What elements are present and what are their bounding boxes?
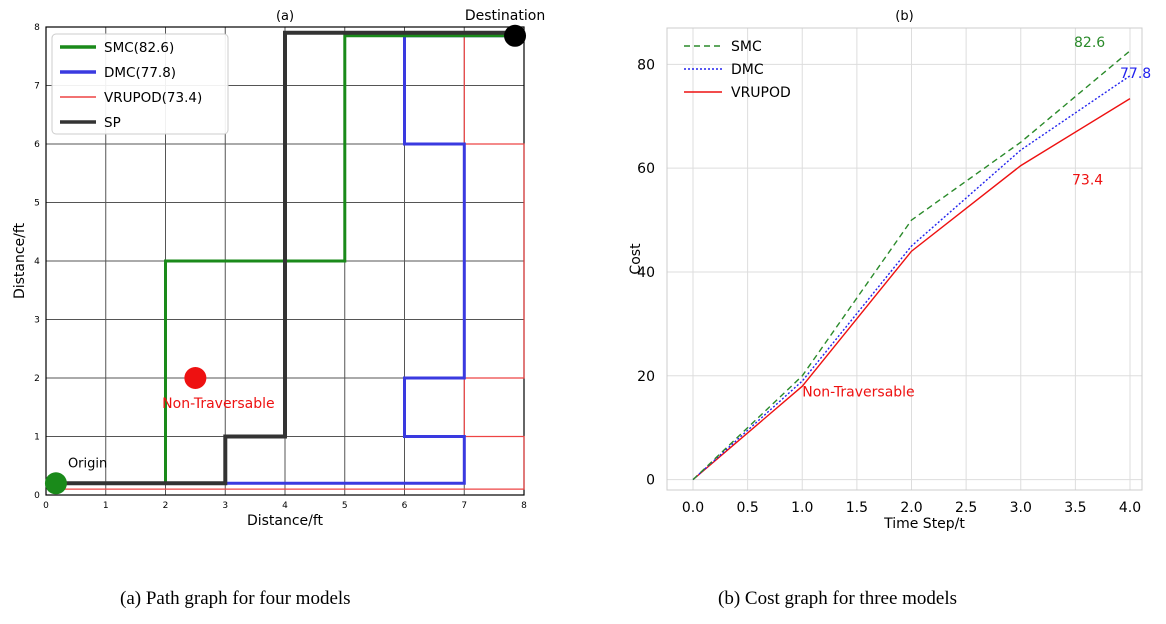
series-line-b-dmc: [692, 75, 1131, 481]
marker-non-traversable: [184, 367, 207, 389]
y-axis-label-a: Distance/ft: [12, 222, 28, 299]
chart-title-b: (b): [895, 9, 913, 24]
x-tick-label-a-8: 8: [521, 501, 527, 511]
y-tick-label-a-3: 3: [34, 316, 40, 326]
marker-label-destination: Destination: [465, 8, 545, 24]
legend-label-a-smc-82-6: SMC(82.6): [104, 40, 174, 56]
x-tick-label-a-5: 5: [342, 501, 348, 511]
marker-label-origin: Origin: [68, 456, 107, 471]
legend-label-b-dmc: DMC: [731, 62, 764, 78]
legend-label-a-vrupod-73-4: VRUPOD(73.4): [104, 90, 202, 106]
y-tick-label-a-1: 1: [34, 433, 40, 443]
end-label-b-dmc: 77.8: [1120, 66, 1151, 82]
x-tick-label-b-5: 2.5: [955, 500, 977, 516]
marker-origin: [44, 472, 67, 495]
x-tick-label-a-3: 3: [222, 501, 228, 511]
x-tick-label-b-6: 3.0: [1010, 500, 1032, 516]
legend-label-a-dmc-77-8: DMC(77.8): [104, 65, 176, 81]
x-tick-label-a-2: 2: [163, 501, 169, 511]
legend-label-b-smc: SMC: [731, 39, 762, 55]
y-tick-label-a-7: 7: [34, 82, 40, 92]
x-tick-label-a-4: 4: [282, 501, 288, 511]
y-tick-label-b-2: 40: [637, 265, 655, 281]
x-tick-label-b-0: 0.0: [682, 500, 704, 516]
y-tick-label-b-3: 60: [637, 161, 655, 177]
x-tick-label-b-2: 1.0: [791, 500, 813, 516]
x-tick-label-a-1: 1: [103, 501, 109, 511]
y-axis-label-b: Cost: [628, 243, 644, 275]
x-tick-label-b-3: 1.5: [846, 500, 868, 516]
x-tick-label-b-8: 4.0: [1119, 500, 1141, 516]
legend-label-b-vrupod: VRUPOD: [731, 85, 791, 101]
legend-box-a: [51, 33, 229, 135]
x-tick-label-a-0: 0: [43, 501, 49, 511]
series-line-b-smc: [692, 50, 1131, 481]
x-tick-label-b-7: 3.5: [1064, 500, 1086, 516]
x-tick-label-b-4: 2.0: [900, 500, 922, 516]
y-tick-label-b-4: 80: [637, 57, 655, 73]
series-line-a-dmc-77-8: [58, 34, 515, 485]
y-tick-label-b-0: 0: [646, 473, 655, 489]
y-tick-label-a-4: 4: [34, 257, 40, 267]
y-tick-label-a-0: 0: [34, 491, 40, 501]
end-label-b-vrupod: 73.4: [1072, 173, 1103, 189]
x-tick-label-a-7: 7: [461, 501, 467, 511]
y-tick-label-b-1: 20: [637, 369, 655, 385]
y-tick-label-a-8: 8: [34, 23, 40, 33]
x-axis-label-a: Distance/ft: [247, 513, 324, 529]
marker-destination: [504, 24, 527, 47]
x-tick-label-b-1: 0.5: [736, 500, 758, 516]
annotation-non-traversable: Non-Traversable: [802, 385, 914, 401]
x-tick-label-a-6: 6: [402, 501, 408, 511]
chart-title-a: (a): [276, 9, 294, 24]
series-line-a-sp: [58, 30, 515, 486]
y-tick-label-a-5: 5: [34, 199, 40, 209]
end-label-b-smc: 82.6: [1074, 35, 1105, 51]
series-line-a-vrupod-73-4: [58, 35, 525, 490]
marker-label-non-traversable: Non-Traversable: [162, 396, 274, 412]
legend-label-a-sp: SP: [104, 115, 121, 131]
caption-a: (a) Path graph for four models: [120, 588, 351, 609]
frame-b: [666, 27, 1143, 491]
y-tick-label-a-2: 2: [34, 374, 40, 384]
caption-b: (b) Cost graph for three models: [718, 588, 958, 609]
series-line-b-vrupod: [692, 98, 1131, 481]
x-axis-label-b: Time Step/t: [883, 516, 965, 532]
y-tick-label-a-6: 6: [34, 140, 40, 150]
